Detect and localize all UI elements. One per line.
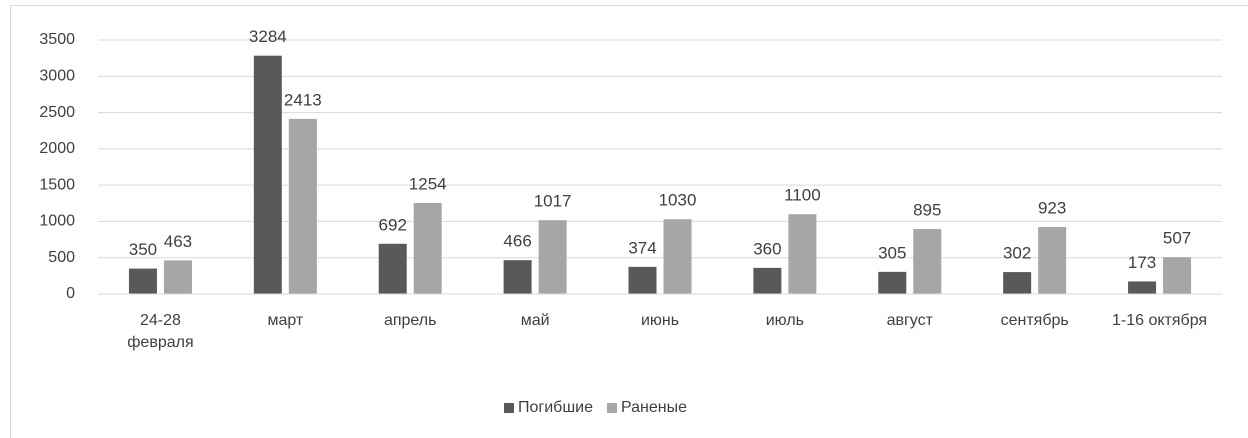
bar <box>788 214 817 294</box>
bar <box>253 55 282 294</box>
y-tick-label: 2500 <box>39 104 75 121</box>
x-tick-label-box: июль <box>765 312 804 329</box>
x-tick-label: май <box>520 312 550 329</box>
bar <box>378 243 407 294</box>
bar <box>538 220 567 294</box>
y-tick-label: 2000 <box>39 140 75 157</box>
data-label: 2413 <box>284 90 322 109</box>
x-tick-label: март <box>267 312 304 329</box>
x-tick-label-box: май <box>520 312 550 329</box>
data-label: 350 <box>129 240 157 259</box>
x-tick-label-box: апрель <box>383 312 437 329</box>
bar <box>913 229 942 294</box>
data-label: 692 <box>379 215 407 234</box>
x-tick-label: июль <box>765 312 804 329</box>
x-tick-label-box: 24-28 февраля <box>127 312 194 351</box>
x-tick-label-box: июнь <box>640 312 680 329</box>
x-tick-label: август <box>886 312 933 329</box>
data-label: 374 <box>628 238 656 257</box>
data-label: 3284 <box>249 27 287 46</box>
x-tick-label: июнь <box>640 312 680 329</box>
bar <box>163 260 192 294</box>
y-tick-label: 1500 <box>39 176 75 193</box>
x-tick-label: апрель <box>383 312 437 329</box>
data-label: 1030 <box>659 191 697 210</box>
bar <box>128 268 157 294</box>
data-label: 173 <box>1128 253 1156 272</box>
data-label: 507 <box>1163 229 1191 248</box>
data-label: 1100 <box>784 186 821 205</box>
data-label: 463 <box>164 232 192 251</box>
x-tick-label-box: март <box>267 312 304 329</box>
bar <box>288 118 317 295</box>
chart-frame <box>10 5 1248 438</box>
y-tick-label: 0 <box>66 285 75 302</box>
data-label: 895 <box>913 201 941 220</box>
x-tick-label: 24-28 февраля <box>127 312 194 351</box>
bar <box>1003 272 1032 294</box>
legend-label: Погибшие <box>518 399 593 416</box>
bar <box>1163 257 1192 294</box>
y-tick-label: 500 <box>48 249 75 266</box>
legend-swatch <box>504 403 514 413</box>
x-tick-label-box: август <box>886 312 933 329</box>
data-label: 1254 <box>409 174 447 193</box>
legend-label: Раненые <box>621 399 687 416</box>
x-tick-label: сентябрь <box>1000 312 1069 329</box>
data-label: 305 <box>878 243 906 262</box>
data-label: 923 <box>1038 199 1066 218</box>
bar <box>1038 227 1067 294</box>
y-tick-label: 3500 <box>39 31 75 48</box>
x-tick-label: 1-16 октября <box>1112 312 1208 329</box>
legend-swatch <box>607 403 618 413</box>
bar <box>1128 281 1157 294</box>
data-label: 1017 <box>534 192 572 211</box>
bar <box>753 267 782 294</box>
bar <box>628 266 657 294</box>
x-tick-label-box: сентябрь <box>1000 312 1069 329</box>
data-label: 360 <box>753 239 781 258</box>
data-label: 466 <box>503 232 531 251</box>
bar <box>663 219 692 294</box>
y-tick-label: 3000 <box>39 68 75 85</box>
y-tick-label: 1000 <box>39 213 75 230</box>
bar <box>878 271 907 294</box>
x-tick-label-box: 1-16 октября <box>1112 312 1208 329</box>
bar <box>413 202 442 294</box>
data-label: 302 <box>1003 244 1031 263</box>
bar <box>503 260 532 294</box>
